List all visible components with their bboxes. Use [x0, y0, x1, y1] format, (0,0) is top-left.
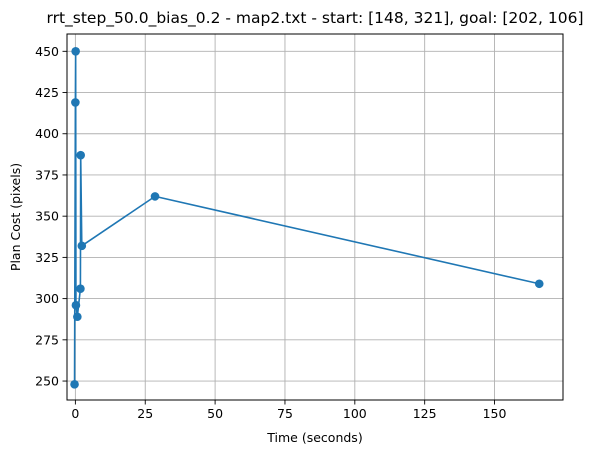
- y-tick-label: 300: [35, 291, 59, 306]
- data-point: [71, 300, 81, 310]
- data-point: [70, 380, 79, 389]
- y-tick-label: 350: [35, 209, 59, 224]
- data-point: [534, 279, 544, 289]
- data-point: [76, 150, 85, 160]
- x-axis-ticks: 0 25 50 75 100 125 150: [71, 400, 507, 421]
- data-point: [71, 98, 80, 107]
- y-tick-label: 250: [35, 374, 59, 389]
- data-point: [150, 192, 160, 201]
- x-tick-label: 50: [207, 406, 223, 421]
- y-tick-label: 425: [35, 85, 59, 100]
- data-series: [70, 47, 544, 389]
- x-tick-label: 150: [483, 406, 507, 421]
- data-point: [71, 47, 80, 56]
- x-tick-label: 0: [71, 406, 79, 421]
- x-tick-label: 125: [413, 406, 437, 421]
- x-tick-label: 25: [137, 406, 153, 421]
- grid: [67, 34, 563, 400]
- chart-title: rrt_step_50.0_bias_0.2 - map2.txt - star…: [46, 9, 583, 28]
- y-axis-ticks: 250 275 300 325 350 375 400 425 450: [35, 44, 67, 389]
- y-tick-label: 450: [35, 44, 59, 59]
- data-point: [76, 284, 85, 294]
- y-tick-label: 400: [35, 126, 59, 141]
- x-tick-label: 75: [277, 406, 293, 421]
- data-point: [77, 241, 87, 251]
- plot-frame: [66, 33, 564, 401]
- y-tick-label: 375: [35, 167, 59, 182]
- y-axis-label: Plan Cost (pixels): [8, 163, 23, 271]
- plot-area: [67, 34, 563, 400]
- y-tick-label: 275: [35, 332, 59, 347]
- data-point: [73, 312, 82, 322]
- x-tick-label: 100: [343, 406, 367, 421]
- y-tick-label: 325: [35, 250, 59, 265]
- x-axis-label: Time (seconds): [266, 430, 362, 445]
